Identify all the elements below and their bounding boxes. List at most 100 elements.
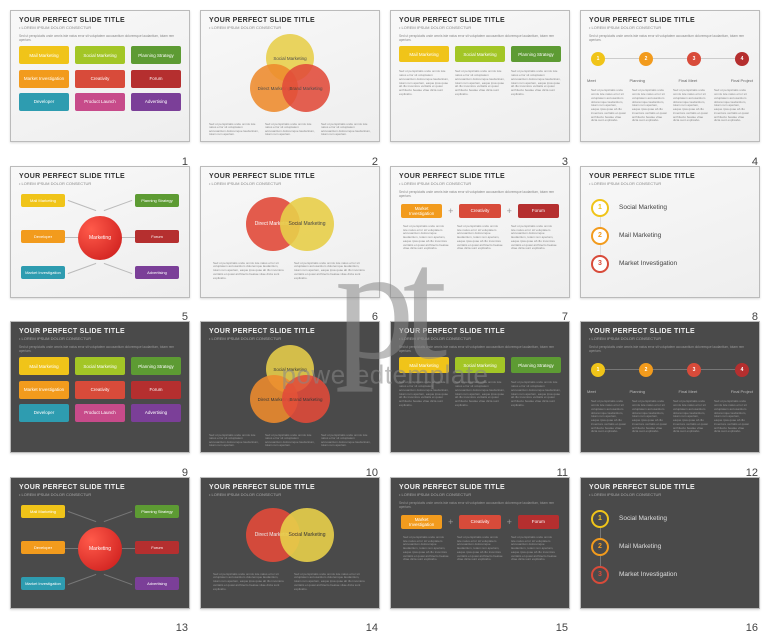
cell-3: YOUR PERFECT SLIDE TITLE• LOREM IPSUM DO… xyxy=(390,10,570,154)
pill: Market Investigation xyxy=(401,515,442,529)
spoke: Planning Strategy xyxy=(135,505,179,518)
list-dot: 1 xyxy=(591,510,609,528)
pill: Planning Strategy xyxy=(131,357,181,375)
plus-icon: + xyxy=(448,206,453,216)
cell-9: YOUR PERFECT SLIDE TITLE• LOREM IPSUM DO… xyxy=(10,321,190,465)
slide-title: YOUR PERFECT SLIDE TITLE xyxy=(209,173,371,180)
slide-5[interactable]: YOUR PERFECT SLIDE TITLE• LOREM IPSUM DO… xyxy=(10,166,190,298)
slide-subtitle: • LOREM IPSUM DOLOR CONSECTUR xyxy=(399,181,561,186)
numbered-list: 1Social Marketing 2Mail Marketing 3Marke… xyxy=(581,499,759,595)
pill: Advertising xyxy=(131,93,181,111)
hub-diagram: Marketing Mail Marketing Planning Strate… xyxy=(19,190,181,284)
cell-8: YOUR PERFECT SLIDE TITLE• LOREM IPSUM DO… xyxy=(580,166,760,310)
slide-7[interactable]: YOUR PERFECT SLIDE TITLE• LOREM IPSUM DO… xyxy=(390,166,570,298)
slide-15[interactable]: YOUR PERFECT SLIDE TITLE• LOREM IPSUM DO… xyxy=(390,477,570,609)
pill: Creativity xyxy=(459,204,500,218)
hub-diagram: Marketing Mail Marketing Planning Strate… xyxy=(19,501,181,595)
text-columns: Sed ut perspiciatis unde omnis iste natu… xyxy=(581,83,759,129)
slide-title: YOUR PERFECT SLIDE TITLE xyxy=(209,328,371,335)
slide-subtitle: • LOREM IPSUM DOLOR CONSECTUR xyxy=(209,25,371,30)
slide-title: YOUR PERFECT SLIDE TITLE xyxy=(209,17,371,24)
pill: Creativity xyxy=(75,70,125,88)
list-dot: 1 xyxy=(591,199,609,217)
slide-10[interactable]: YOUR PERFECT SLIDE TITLE• LOREM IPSUM DO… xyxy=(200,321,380,453)
slide-title: YOUR PERFECT SLIDE TITLE xyxy=(589,328,751,335)
venn-circle: Social Marketing xyxy=(280,197,334,251)
timeline-dot: 1 xyxy=(591,363,605,377)
pill: Planning Strategy xyxy=(511,357,561,373)
list-label: Market Investigation xyxy=(619,571,677,578)
text-columns: Sed ut perspiciatis unde omnis iste natu… xyxy=(391,221,569,255)
plus-icon: + xyxy=(448,517,453,527)
spoke: Planning Strategy xyxy=(135,194,179,207)
slide-9[interactable]: YOUR PERFECT SLIDE TITLE• LOREM IPSUM DO… xyxy=(10,321,190,453)
slide-title: YOUR PERFECT SLIDE TITLE xyxy=(589,484,751,491)
slide-title: YOUR PERFECT SLIDE TITLE xyxy=(589,173,751,180)
pill: Forum xyxy=(518,204,559,218)
slide-subtitle: • LOREM IPSUM DOLOR CONSECTUR xyxy=(589,181,751,186)
slide-6[interactable]: YOUR PERFECT SLIDE TITLE• LOREM IPSUM DO… xyxy=(200,166,380,298)
pill: Forum xyxy=(518,515,559,529)
timeline-dot: 4 xyxy=(735,52,749,66)
text-columns: Sed ut perspiciatis unde omnis iste natu… xyxy=(209,123,371,137)
slide-14[interactable]: YOUR PERFECT SLIDE TITLE• LOREM IPSUM DO… xyxy=(200,477,380,609)
intro-text: Sed ut perspiciatis unde omnis iste natu… xyxy=(11,32,189,42)
spoke: Advertising xyxy=(135,266,179,279)
slide-4[interactable]: YOUR PERFECT SLIDE TITLE• LOREM IPSUM DO… xyxy=(580,10,760,142)
list-dot: 2 xyxy=(591,538,609,556)
slide-3[interactable]: YOUR PERFECT SLIDE TITLE• LOREM IPSUM DO… xyxy=(390,10,570,142)
pill: Planning Strategy xyxy=(511,46,561,62)
list-label: Market Investigation xyxy=(619,260,677,267)
pill: Product Launch xyxy=(75,404,125,422)
timeline-dot: 4 xyxy=(735,363,749,377)
venn-3: Social Marketing Direct Marketing Brand … xyxy=(250,345,330,423)
cell-1: YOUR PERFECT SLIDE TITLE• LOREM IPSUM DO… xyxy=(10,10,190,154)
intro-text: Sed ut perspiciatis unde omnis iste natu… xyxy=(11,343,189,353)
venn-circle: Brand Marketing xyxy=(282,375,330,423)
slide-2[interactable]: YOUR PERFECT SLIDE TITLE• LOREM IPSUM DO… xyxy=(200,10,380,142)
pill: Forum xyxy=(131,70,181,88)
list-label: Social Marketing xyxy=(619,515,667,522)
slide-subtitle: • LOREM IPSUM DOLOR CONSECTUR xyxy=(19,336,181,341)
timeline: 1 2 3 4 xyxy=(591,50,749,74)
intro-text: Sed ut perspiciatis unde omnis iste natu… xyxy=(581,343,759,353)
slide-number: 16 xyxy=(746,622,758,634)
slide-subtitle: • LOREM IPSUM DOLOR CONSECTUR xyxy=(589,492,751,497)
pill: Advertising xyxy=(131,404,181,422)
pill: Creativity xyxy=(75,381,125,399)
slide-12[interactable]: YOUR PERFECT SLIDE TITLE• LOREM IPSUM DO… xyxy=(580,321,760,453)
pill-row: Mail Marketing Social Marketing Planning… xyxy=(391,353,569,377)
slide-8[interactable]: YOUR PERFECT SLIDE TITLE• LOREM IPSUM DO… xyxy=(580,166,760,298)
text-columns: Sed ut perspiciatis unde omnis iste natu… xyxy=(391,66,569,100)
pill: Social Marketing xyxy=(75,46,125,64)
timeline-dot: 2 xyxy=(639,52,653,66)
slide-title: YOUR PERFECT SLIDE TITLE xyxy=(19,484,181,491)
venn-3: Social Marketing Direct Marketing Brand … xyxy=(250,34,330,112)
intro-text: Sed ut perspiciatis unde omnis iste natu… xyxy=(581,32,759,42)
text-columns: Sed ut perspiciatis unde omnis iste natu… xyxy=(209,434,371,448)
timeline-dot: 2 xyxy=(639,363,653,377)
slide-16[interactable]: YOUR PERFECT SLIDE TITLE• LOREM IPSUM DO… xyxy=(580,477,760,609)
grid-3x3: Mail Marketing Social Marketing Planning… xyxy=(11,353,189,427)
pill: Market Investigation xyxy=(19,381,69,399)
slide-11[interactable]: YOUR PERFECT SLIDE TITLE• LOREM IPSUM DO… xyxy=(390,321,570,453)
spoke: Developer xyxy=(21,230,65,243)
pill: Social Marketing xyxy=(455,46,505,62)
spoke: Forum xyxy=(135,230,179,243)
slide-grid: YOUR PERFECT SLIDE TITLE• LOREM IPSUM DO… xyxy=(0,0,770,630)
spoke: Developer xyxy=(21,541,65,554)
slide-1[interactable]: YOUR PERFECT SLIDE TITLE• LOREM IPSUM DO… xyxy=(10,10,190,142)
pill: Product Launch xyxy=(75,93,125,111)
timeline-dot: 3 xyxy=(687,363,701,377)
venn-circle: Social Marketing xyxy=(280,508,334,562)
intro-text: Sed ut perspiciatis unde omnis iste natu… xyxy=(391,343,569,353)
pill-row: Market Investigation + Creativity + Foru… xyxy=(391,509,569,532)
spoke: Mail Marketing xyxy=(21,194,65,207)
slide-title: YOUR PERFECT SLIDE TITLE xyxy=(399,328,561,335)
slide-number: 13 xyxy=(176,622,188,634)
spoke: Market Investigation xyxy=(21,577,65,590)
timeline: 1 2 3 4 xyxy=(591,361,749,385)
pill: Creativity xyxy=(459,515,500,529)
slide-13[interactable]: YOUR PERFECT SLIDE TITLE• LOREM IPSUM DO… xyxy=(10,477,190,609)
intro-text: Sed ut perspiciatis unde omnis iste natu… xyxy=(391,32,569,42)
